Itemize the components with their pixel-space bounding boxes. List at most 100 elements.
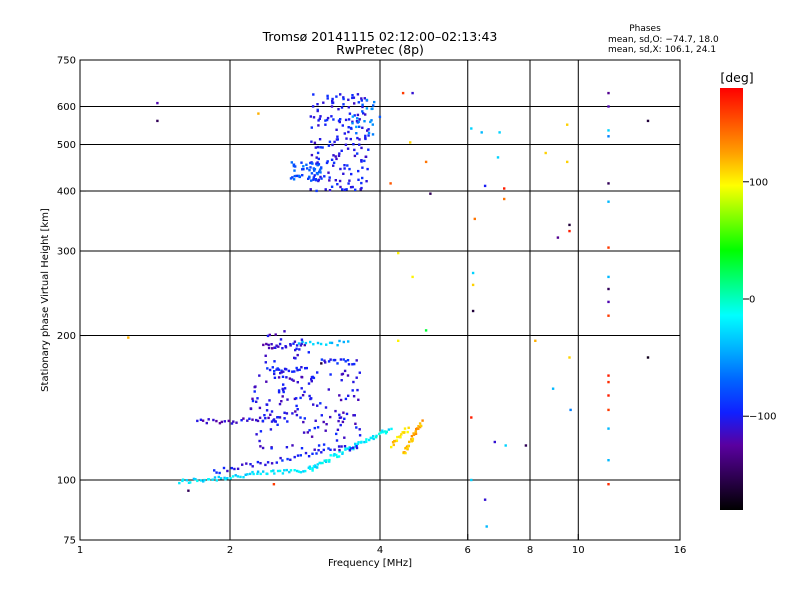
- echo-point: [356, 388, 359, 392]
- echo-point: [347, 106, 350, 109]
- echo-point: [569, 408, 572, 412]
- echo-point: [343, 445, 347, 448]
- echo-point: [343, 436, 346, 439]
- echo-point: [268, 399, 271, 402]
- echo-point: [312, 403, 315, 406]
- echo-point: [353, 414, 356, 417]
- echo-point: [328, 176, 331, 179]
- echo-point: [339, 167, 342, 171]
- echo-point: [322, 443, 326, 446]
- echo-point: [364, 137, 367, 140]
- echo-point: [339, 358, 343, 361]
- echo-point: [326, 160, 329, 163]
- echo-point: [319, 342, 323, 346]
- echo-point: [355, 125, 358, 129]
- echo-point: [411, 439, 414, 442]
- echo-point: [607, 129, 610, 132]
- echo-point: [410, 438, 413, 441]
- echo-point: [344, 143, 348, 146]
- echo-point: [328, 189, 332, 192]
- echo-point: [414, 432, 418, 435]
- echo-point: [281, 459, 284, 462]
- echo-point: [231, 475, 235, 478]
- echo-points: [127, 91, 650, 528]
- echo-point: [331, 101, 335, 104]
- echo-point: [483, 184, 487, 188]
- echo-point: [249, 407, 253, 411]
- echo-point: [324, 361, 327, 364]
- echo-point: [347, 118, 351, 121]
- echo-point: [294, 348, 297, 352]
- echo-point: [304, 451, 308, 455]
- echo-point: [289, 177, 293, 180]
- echo-point: [262, 343, 265, 347]
- echo-point: [607, 105, 610, 108]
- echo-point: [327, 144, 331, 147]
- echo-point: [337, 419, 340, 423]
- echo-point: [355, 426, 358, 429]
- echo-point: [261, 419, 265, 423]
- echo-point: [289, 344, 292, 347]
- echo-point: [358, 138, 361, 141]
- echo-point: [314, 146, 317, 149]
- echo-point: [336, 344, 339, 347]
- echo-point: [383, 430, 387, 433]
- echo-point: [270, 410, 274, 413]
- echo-point: [304, 367, 307, 370]
- echo-point: [226, 469, 229, 473]
- echo-point: [371, 123, 374, 126]
- echo-point: [297, 470, 301, 473]
- echo-point: [310, 126, 313, 129]
- echo-point: [332, 154, 335, 157]
- echo-point: [355, 376, 358, 379]
- echo-point: [196, 419, 199, 423]
- echo-point: [320, 362, 323, 365]
- echo-point: [367, 128, 370, 131]
- echo-point: [244, 473, 247, 476]
- echo-point: [607, 483, 610, 486]
- echo-point: [424, 329, 428, 332]
- y-tick-label: 100: [57, 476, 76, 487]
- echo-point: [407, 426, 410, 429]
- echo-point: [273, 370, 276, 373]
- echo-point: [318, 117, 321, 120]
- echo-point: [361, 103, 364, 106]
- chart-title: Tromsø 20141115 02:12:00–02:13:43: [262, 29, 498, 44]
- echo-point: [279, 456, 282, 460]
- echo-point: [316, 426, 320, 429]
- echo-point: [300, 387, 303, 390]
- echo-point: [296, 469, 299, 473]
- echo-point: [298, 174, 301, 178]
- echo-point: [220, 420, 223, 424]
- echo-point: [360, 99, 363, 102]
- echo-point: [327, 388, 330, 391]
- echo-point: [341, 188, 344, 191]
- echo-point: [288, 377, 292, 380]
- echo-point: [336, 428, 340, 431]
- echo-point: [283, 469, 286, 472]
- echo-point: [212, 418, 215, 422]
- echo-point: [342, 340, 345, 344]
- echo-point: [338, 448, 341, 452]
- echo-point: [281, 387, 284, 391]
- echo-point: [343, 164, 346, 167]
- echo-point: [354, 188, 357, 191]
- echo-point: [318, 170, 321, 173]
- echo-point: [317, 449, 320, 452]
- echo-point: [347, 340, 350, 343]
- y-tick-label: 300: [57, 247, 76, 258]
- echo-point: [329, 358, 332, 361]
- echo-point: [308, 394, 311, 398]
- echo-point: [366, 167, 369, 171]
- echo-point: [213, 469, 216, 472]
- echo-point: [340, 379, 343, 382]
- echo-point: [355, 359, 358, 362]
- echo-point: [364, 155, 367, 158]
- echo-point: [322, 448, 325, 452]
- echo-point: [273, 472, 276, 475]
- echo-point: [259, 445, 262, 448]
- axis-ticks: 1 2 4 6 8 10 16 75 100 200 300 400 500 600 750: [57, 56, 686, 557]
- echo-point: [320, 451, 323, 454]
- echo-point: [379, 431, 382, 434]
- echo-point: [325, 423, 328, 426]
